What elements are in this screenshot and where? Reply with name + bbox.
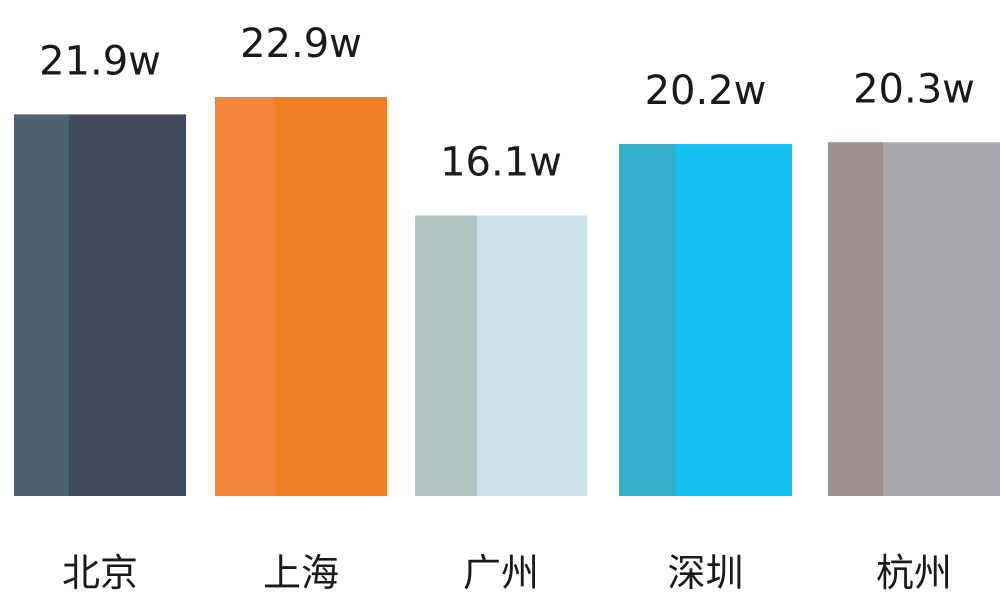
bar-shade-1 — [14, 114, 69, 496]
bar-group-5: 20.3w 杭州 — [828, 66, 1000, 595]
category-label-1: 北京 — [62, 551, 138, 595]
bar-shade-5 — [828, 142, 883, 496]
category-label-5: 杭州 — [876, 551, 952, 595]
bar-group-2: 22.9w 上海 — [215, 21, 387, 595]
bar-shade-4 — [619, 144, 675, 496]
value-label-1: 21.9w — [39, 38, 161, 84]
value-label-5: 20.3w — [853, 66, 975, 112]
category-label-2: 上海 — [263, 551, 339, 595]
category-label-4: 深圳 — [667, 551, 743, 595]
bar-group-3: 16.1w 广州 — [415, 139, 587, 595]
bar-group-1: 21.9w 北京 — [14, 38, 186, 595]
value-label-2: 22.9w — [240, 21, 362, 67]
value-label-4: 20.2w — [645, 68, 767, 114]
bar-group-4: 20.2w 深圳 — [619, 68, 792, 595]
category-label-3: 广州 — [463, 551, 539, 595]
bar-shade-2 — [215, 97, 274, 496]
bar-shade-3 — [415, 215, 477, 496]
value-label-3: 16.1w — [440, 139, 562, 185]
